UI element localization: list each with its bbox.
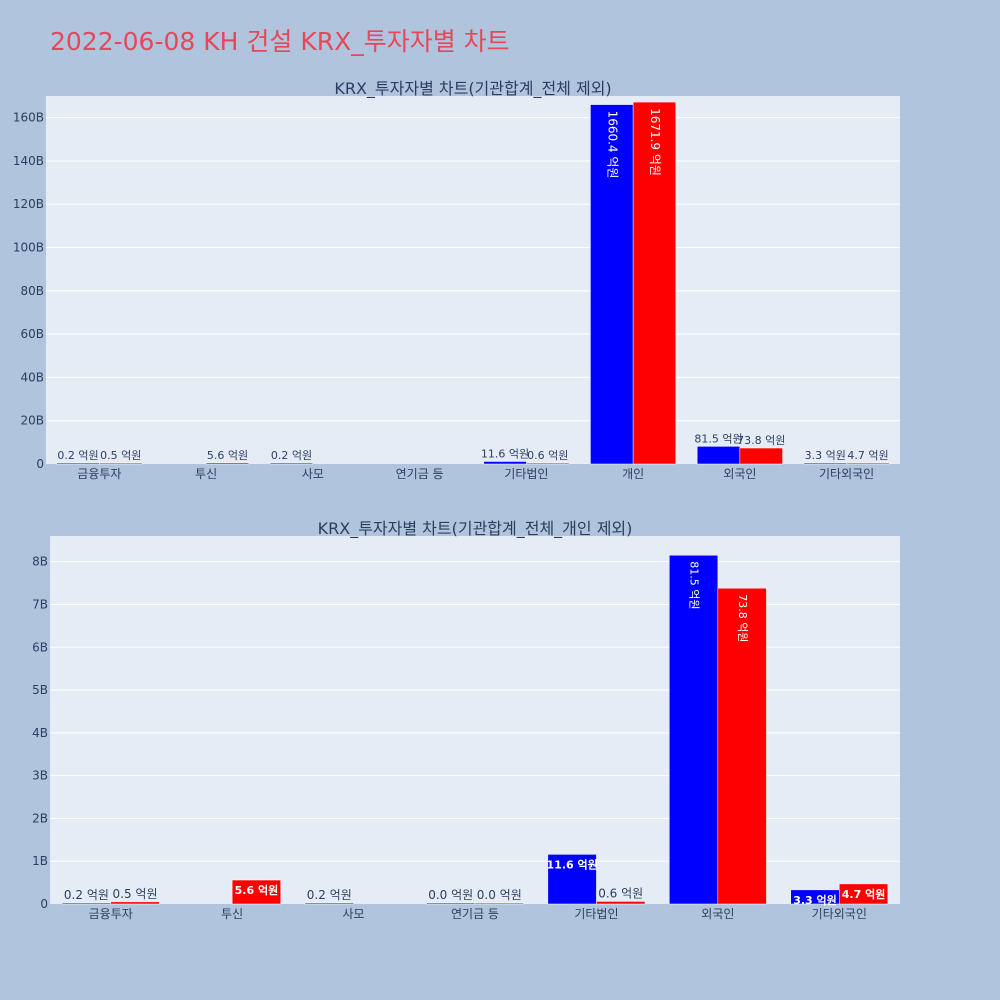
data-label: 3.3 억원 [805,449,846,462]
bar [803,462,847,465]
x-tick-label: 금융투자 [77,467,121,481]
bar [632,101,677,465]
bar [526,462,570,465]
x-tick-label: 기타외국인 [812,907,867,921]
y-tick-label: 160B [13,111,44,125]
data-label: 0.2 억원 [57,449,98,462]
bar [99,462,143,465]
bar [739,447,783,465]
x-tick-label: 외국인 [701,907,734,921]
y-tick-label: 1B [32,854,48,868]
data-label: 73.8 억원 [736,594,749,642]
bar [110,901,160,905]
data-label: 1660.4 억원 [605,111,619,179]
data-label: 5.6 억원 [207,449,248,462]
y-tick-label: 100B [13,241,44,255]
bar [483,461,527,465]
data-label: 5.6 억원 [235,883,279,897]
bar [231,879,281,905]
bar [596,901,646,905]
data-label: 0.0 억원 [428,888,473,902]
data-label: 11.6 억원 [481,447,529,460]
chart-title: KRX_투자자별 차트(기관합계_전체_개인 제외) [318,519,633,539]
x-tick-label: 금융투자 [89,907,133,921]
data-label: 4.7 억원 [842,887,886,901]
y-tick-label: 7B [32,597,48,611]
data-label: 0.2 억원 [64,888,109,902]
data-label: 0.5 억원 [113,887,158,901]
x-tick-label: 기타외국인 [819,467,874,481]
y-tick-label: 40B [20,370,44,384]
y-tick-label: 5B [32,683,48,697]
bar [61,902,111,905]
data-label: 81.5 억원 [688,561,701,609]
x-tick-label: 외국인 [723,467,756,481]
x-tick-label: 투신 [221,907,243,921]
x-tick-label: 기타법인 [504,467,548,481]
y-tick-label: 4B [32,726,48,740]
bottom-bar-chart: KRX_투자자별 차트(기관합계_전체_개인 제외) 0 1B 2B 3B 4B 5B 6B 7… [32,519,900,921]
y-tick-label: 8B [32,555,48,569]
bar [839,883,889,905]
page-title: 2022-06-08 KH 건설 KRX_투자자별 차트 [50,27,510,56]
y-tick-label: 0 [40,897,48,911]
y-tick-label: 2B [32,811,48,825]
data-label: 0.0 억원 [477,888,522,902]
x-tick-label: 개인 [622,467,644,481]
x-tick-label: 사모 [343,907,365,921]
y-tick-label: 120B [13,197,44,211]
bar [304,902,354,905]
y-tick-label: 80B [20,284,44,298]
data-label: 0.5 억원 [100,449,141,462]
data-label: 3.3 억원 [793,893,837,907]
y-tick-label: 3B [32,769,48,783]
data-label: 0.2 억원 [307,888,352,902]
data-label: 1671.9 억원 [648,108,662,176]
top-bar-chart: KRX_투자자별 차트(기관합계_전체 제외) 0 20B 40B 60B 80B 100B… [13,79,900,481]
bar [474,902,524,905]
bar [846,462,890,465]
bar [669,555,719,905]
x-tick-label: 기타법인 [574,907,618,921]
x-tick-label: 연기금 등 [451,907,499,921]
bar [426,902,476,905]
bar [56,462,100,465]
bar [696,446,741,465]
data-label: 0.2 억원 [271,449,312,462]
data-label: 4.7 억원 [847,449,888,462]
y-tick-label: 6B [32,640,48,654]
bar [717,587,767,905]
data-label: 0.6 억원 [598,886,643,900]
data-label: 11.6 억원 [547,857,598,871]
data-label: 0.6 억원 [527,449,568,462]
x-tick-label: 투신 [195,467,217,481]
bar [590,104,634,465]
y-tick-label: 140B [13,154,44,168]
y-tick-label: 20B [20,414,44,428]
data-label: 73.8 억원 [737,434,785,447]
plot-area [50,536,900,904]
x-tick-label: 사모 [302,467,324,481]
chart-title: KRX_투자자별 차트(기관합계_전체 제외) [334,79,611,99]
x-tick-label: 연기금 등 [396,467,444,481]
bar [269,462,314,465]
y-tick-label: 60B [20,327,44,341]
data-label: 81.5 억원 [694,432,742,445]
plot-area [46,96,900,464]
y-tick-label: 0 [36,457,44,471]
bar [205,462,250,465]
bar [547,854,597,905]
